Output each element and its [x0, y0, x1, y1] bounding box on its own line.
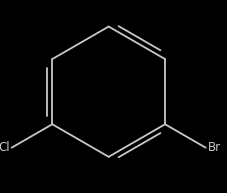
- Text: Cl: Cl: [0, 141, 10, 154]
- Text: Br: Br: [208, 141, 221, 154]
